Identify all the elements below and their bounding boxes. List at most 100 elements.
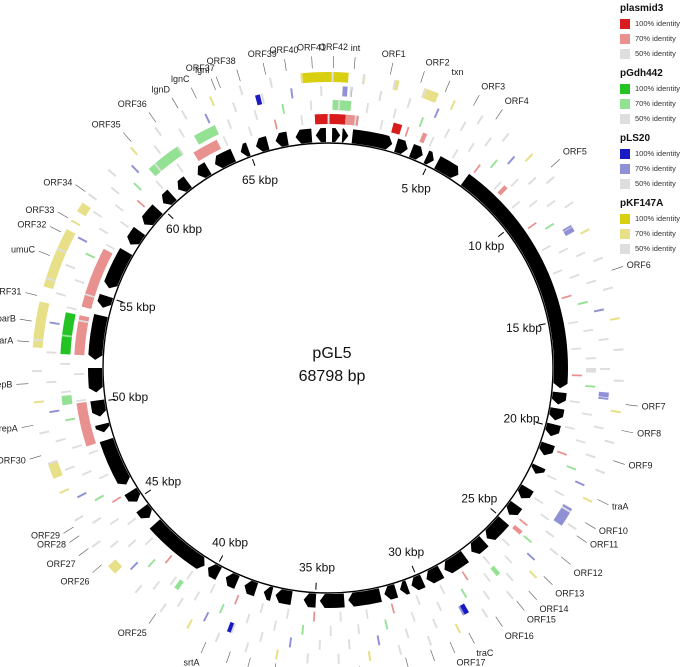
- kbp-tick-mark-2: [497, 231, 505, 237]
- identity-tick-2-49: [92, 210, 103, 218]
- gene-label-orf28: ORF28: [37, 540, 66, 550]
- identity-tick-3-34: [159, 603, 167, 613]
- identity-tick-1-14: [585, 357, 596, 360]
- cds-arrow-6: [551, 391, 567, 405]
- legend-row: 100% identity: [620, 81, 687, 96]
- identity-tick-0-58: [300, 115, 304, 126]
- identity-tick-0-50: [119, 220, 130, 229]
- identity-block-2-0: [342, 86, 348, 97]
- identity-tick-3-23: [481, 608, 489, 618]
- identity-tick-0-36: [164, 554, 173, 564]
- identity-tick-2-23: [482, 590, 491, 600]
- identity-tick-3-10: [592, 256, 604, 263]
- identity-tick-1-45: [61, 334, 73, 338]
- cds-arrow-39: [142, 204, 163, 226]
- cds-arrow-42: [197, 162, 212, 179]
- gene-label-repb: repB: [0, 380, 12, 390]
- identity-tick-1-29: [329, 625, 332, 636]
- identity-tick-1-8: [528, 199, 538, 208]
- identity-tick-3-39: [59, 487, 70, 495]
- identity-tick-2-28: [347, 639, 351, 650]
- gene-label-orf10: ORF10: [599, 526, 628, 536]
- gene-leader-44: [123, 132, 132, 142]
- identity-tick-2-9: [562, 224, 572, 232]
- identity-tick-1-37: [127, 539, 137, 548]
- cds-arrow-41: [177, 176, 192, 192]
- gene-leader-16: [516, 600, 525, 611]
- identity-tick-3-22: [506, 590, 514, 600]
- gene-label-orf6: ORF6: [627, 260, 651, 270]
- gene-leader-53: [311, 56, 313, 69]
- backbone-circle: [102, 142, 554, 594]
- gene-leader-45: [148, 112, 157, 123]
- kbp-tick-label-4: 20 kbp: [503, 412, 539, 426]
- cds-arrow-9: [539, 441, 555, 456]
- legend-group-pls20: pLS20 100% identity 70% identity 50% identi…: [620, 131, 687, 191]
- identity-tick-1-22: [504, 555, 513, 564]
- identity-tick-3-33: [186, 619, 193, 629]
- identity-tick-2-26: [404, 628, 410, 639]
- legend-swatch: [620, 148, 630, 159]
- gene-leader-4: [495, 109, 503, 120]
- gene-label-orf9: ORF9: [629, 461, 653, 471]
- legend-level-label: 70% identity: [635, 164, 676, 173]
- identity-tick-0-1: [353, 115, 357, 126]
- identity-tick-1-41: [71, 444, 83, 450]
- legend-level-label: 50% identity: [635, 114, 676, 123]
- gene-label-int: int: [351, 43, 361, 53]
- legend-row: 100% identity: [620, 211, 687, 226]
- identity-tick-1-53: [176, 145, 184, 156]
- kbp-tick-label-3: 15 kbp: [506, 321, 542, 335]
- identity-block-3-7: [48, 461, 63, 479]
- identity-tick-0-22: [501, 538, 511, 547]
- gene-leader-26: [247, 657, 251, 667]
- cds-arrow-14: [470, 535, 489, 554]
- gene-label-orf26: ORF26: [60, 576, 89, 586]
- identity-tick-1-46: [66, 306, 77, 311]
- gene-leader-9: [613, 460, 625, 465]
- identity-tick-2-38: [92, 516, 102, 525]
- identity-tick-3-37: [91, 540, 101, 548]
- identity-tick-1-56: [253, 109, 259, 121]
- cds-arrow-37: [104, 248, 133, 289]
- identity-tick-3-24: [454, 623, 461, 634]
- identity-tick-1-17: [575, 439, 586, 444]
- gene-label-orf4: ORF4: [505, 96, 529, 106]
- identity-block-0-6: [81, 248, 113, 309]
- identity-tick-1-36: [147, 558, 156, 568]
- kbp-tick-label-13: 65 kbp: [242, 173, 278, 187]
- identity-block-3-0: [302, 71, 349, 84]
- identity-tick-0-9: [527, 221, 537, 230]
- identity-tick-1-20: [540, 513, 550, 521]
- identity-tick-3-41: [39, 430, 50, 435]
- identity-tick-3-16: [604, 439, 615, 445]
- identity-tick-1-59: [337, 100, 341, 111]
- identity-block-1-6: [490, 565, 501, 577]
- identity-tick-2-44: [46, 351, 57, 354]
- legend-row: 100% identity: [620, 146, 687, 161]
- kbp-tick-label-6: 30 kbp: [388, 545, 424, 559]
- gene-label-orf18: ORF18: [436, 666, 465, 667]
- identity-tick-1-24: [460, 588, 468, 598]
- legend-swatch: [620, 113, 630, 124]
- identity-tick-0-52: [155, 180, 164, 189]
- legend-row: 70% identity: [620, 96, 687, 111]
- cds-arrow-40: [161, 189, 177, 205]
- identity-tick-1-21: [523, 535, 533, 544]
- plasmid-size: 68798 bp: [299, 368, 366, 385]
- gene-label-para: parA: [0, 335, 13, 345]
- identity-tick-1-55: [226, 119, 233, 130]
- gene-label-parb: parB: [0, 314, 16, 324]
- identity-tick-3-56: [268, 77, 273, 88]
- kbp-tick-mark-12: [167, 213, 174, 220]
- legend-swatch: [620, 243, 630, 254]
- identity-tick-3-29: [306, 653, 310, 664]
- identity-block-0-3: [419, 132, 428, 144]
- identity-tick-1-48: [85, 252, 96, 259]
- identity-tick-3-49: [87, 193, 98, 201]
- identity-tick-1-50: [114, 204, 124, 212]
- gene-label-orf42: ORF42: [319, 42, 348, 52]
- identity-tick-3-32: [214, 632, 221, 643]
- gene-leader-18: [468, 632, 475, 644]
- identity-tick-3-4: [476, 115, 484, 125]
